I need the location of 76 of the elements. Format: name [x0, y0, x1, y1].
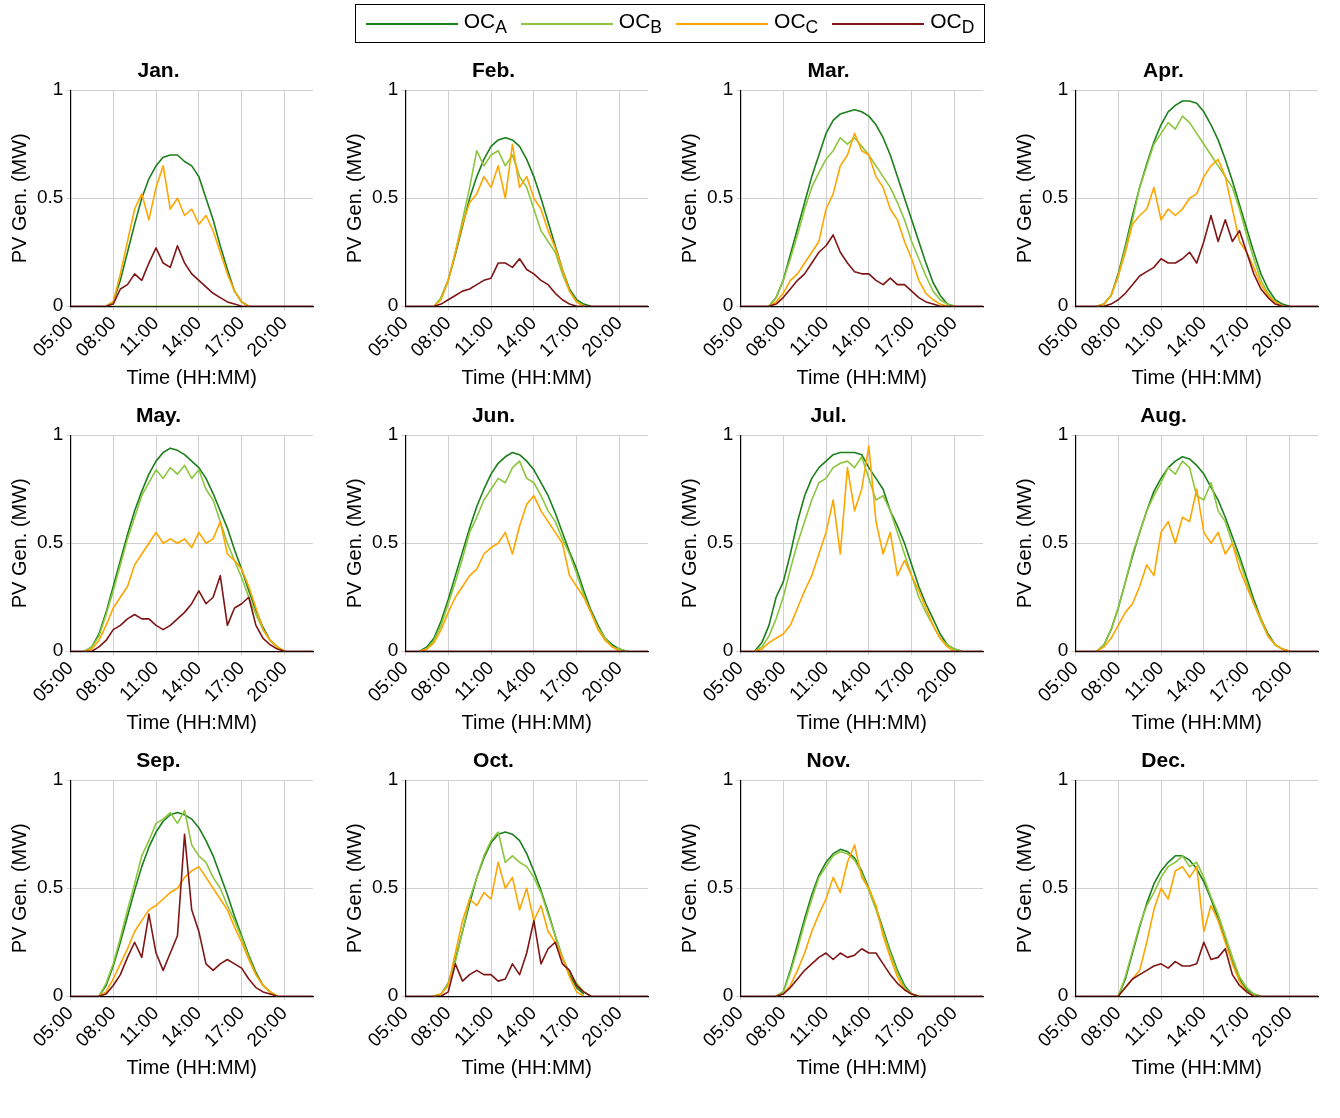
chart-title: Dec.: [1141, 748, 1186, 772]
y-tick-label: 0.5: [36, 876, 64, 898]
chart-title: Jun.: [471, 403, 516, 427]
x-axis-title: Time (HH:MM): [126, 1055, 257, 1078]
y-tick-label: 0.5: [36, 186, 64, 208]
x-axis-title: Time (HH:MM): [461, 710, 592, 733]
y-tick-label: 0.5: [706, 186, 734, 208]
y-tick-label: 0.5: [1041, 186, 1069, 208]
y-tick-label: 0.5: [371, 186, 399, 208]
y-axis-title: PV Gen. (MW): [677, 478, 700, 609]
y-axis-title: PV Gen. (MW): [342, 478, 365, 609]
y-tick-label: 0: [1057, 984, 1069, 1006]
legend-label: OC$_{D}$: [930, 9, 975, 39]
chart-title: Feb.: [471, 58, 516, 82]
legend-label: OC$_{C}$: [774, 9, 819, 39]
y-axis-title: PV Gen. (MW): [7, 478, 30, 609]
y-axis-title: PV Gen. (MW): [677, 133, 700, 264]
y-tick-label: 1: [52, 768, 64, 790]
y-axis-title: PV Gen. (MW): [1012, 133, 1035, 264]
y-axis-title: PV Gen. (MW): [1012, 478, 1035, 609]
y-tick-label: 0.5: [1041, 531, 1069, 553]
y-tick-label: 0: [722, 984, 734, 1006]
x-axis-title: Time (HH:MM): [796, 710, 927, 733]
y-tick-label: 0.5: [36, 531, 64, 553]
y-axis-title: PV Gen. (MW): [7, 133, 30, 264]
chart-title: Sep.: [136, 748, 181, 772]
y-tick-label: 1: [722, 768, 734, 790]
y-tick-label: 1: [387, 423, 399, 445]
y-tick-label: 0: [1057, 294, 1069, 316]
x-axis-title: Time (HH:MM): [126, 365, 257, 388]
x-axis-title: Time (HH:MM): [461, 1055, 592, 1078]
chart-title: May.: [135, 403, 182, 427]
y-tick-label: 0: [387, 294, 399, 316]
y-tick-label: 0: [387, 639, 399, 661]
y-tick-label: 1: [1057, 78, 1069, 100]
y-tick-label: 1: [1057, 768, 1069, 790]
y-tick-label: 1: [1057, 423, 1069, 445]
y-axis-title: PV Gen. (MW): [677, 823, 700, 954]
chart-title: Aug.: [1140, 403, 1187, 427]
y-tick-label: 1: [387, 768, 399, 790]
y-tick-label: 1: [52, 423, 64, 445]
y-tick-label: 0.5: [706, 876, 734, 898]
y-tick-label: 0.5: [371, 531, 399, 553]
legend-label: OC$_{A}$: [463, 9, 507, 39]
x-axis-title: Time (HH:MM): [796, 365, 927, 388]
y-tick-label: 0: [52, 294, 64, 316]
legend-label: OC$_{B}$: [618, 9, 663, 39]
x-axis-title: Time (HH:MM): [796, 1055, 927, 1078]
y-tick-label: 0: [387, 984, 399, 1006]
y-tick-label: 1: [722, 78, 734, 100]
chart-title: Nov.: [806, 748, 851, 772]
y-tick-label: 0: [52, 984, 64, 1006]
y-tick-label: 0.5: [1041, 876, 1069, 898]
chart-title: Oct.: [473, 748, 514, 772]
x-axis-title: Time (HH:MM): [1131, 365, 1262, 388]
y-tick-label: 0: [1057, 639, 1069, 661]
y-tick-label: 0: [52, 639, 64, 661]
x-axis-title: Time (HH:MM): [126, 710, 257, 733]
chart-title: Mar.: [807, 58, 850, 82]
y-tick-label: 1: [722, 423, 734, 445]
y-tick-label: 0: [722, 294, 734, 316]
x-axis-title: Time (HH:MM): [1131, 710, 1262, 733]
y-axis-title: PV Gen. (MW): [1012, 823, 1035, 954]
chart-title: Jan.: [137, 58, 180, 82]
x-axis-title: Time (HH:MM): [461, 365, 592, 388]
y-tick-label: 0.5: [371, 876, 399, 898]
y-axis-title: PV Gen. (MW): [342, 823, 365, 954]
chart-title: Jul.: [810, 403, 847, 427]
y-tick-label: 0: [722, 639, 734, 661]
y-axis-title: PV Gen. (MW): [342, 133, 365, 264]
chart-title: Apr.: [1143, 58, 1184, 82]
y-tick-label: 0.5: [706, 531, 734, 553]
y-tick-label: 1: [52, 78, 64, 100]
y-axis-title: PV Gen. (MW): [7, 823, 30, 954]
x-axis-title: Time (HH:MM): [1131, 1055, 1262, 1078]
y-tick-label: 1: [387, 78, 399, 100]
